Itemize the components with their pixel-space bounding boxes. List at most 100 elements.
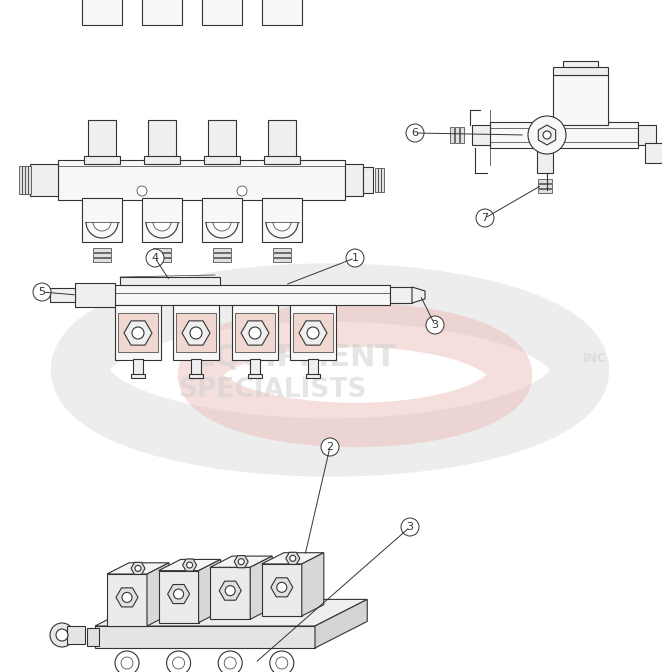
Polygon shape	[116, 588, 138, 607]
Polygon shape	[95, 626, 315, 648]
Circle shape	[528, 116, 566, 154]
Circle shape	[135, 565, 141, 571]
Polygon shape	[271, 578, 293, 597]
Polygon shape	[182, 321, 210, 345]
Polygon shape	[211, 556, 272, 567]
Circle shape	[224, 657, 236, 669]
Circle shape	[277, 583, 287, 592]
Polygon shape	[211, 567, 250, 620]
Bar	[82, 0, 122, 25]
Polygon shape	[159, 559, 220, 571]
Polygon shape	[159, 571, 199, 623]
Bar	[87, 628, 99, 646]
Bar	[93, 248, 111, 252]
Polygon shape	[261, 552, 324, 564]
Bar	[262, 0, 302, 25]
Circle shape	[213, 213, 231, 231]
Bar	[345, 164, 363, 196]
Bar	[273, 258, 291, 262]
Bar	[202, 198, 242, 242]
Circle shape	[543, 131, 551, 139]
Bar	[553, 75, 608, 125]
Bar	[375, 168, 378, 192]
Bar	[563, 61, 598, 67]
Bar	[58, 160, 345, 200]
Bar	[538, 189, 552, 193]
Circle shape	[122, 593, 132, 602]
Circle shape	[86, 206, 118, 238]
Polygon shape	[124, 321, 152, 345]
Bar	[208, 120, 236, 160]
Circle shape	[249, 327, 261, 339]
Bar	[75, 283, 115, 307]
Circle shape	[173, 589, 183, 599]
Bar	[290, 305, 336, 360]
Bar	[273, 248, 291, 252]
Bar	[638, 125, 656, 145]
Bar	[293, 313, 333, 352]
Bar	[153, 253, 171, 257]
Text: EQUIPMENT: EQUIPMENT	[194, 343, 396, 372]
Bar	[50, 288, 75, 302]
Circle shape	[401, 518, 419, 536]
Circle shape	[121, 657, 133, 669]
Circle shape	[476, 209, 494, 227]
Bar	[19, 166, 22, 194]
Bar	[472, 125, 490, 145]
Polygon shape	[131, 562, 145, 575]
Bar	[378, 168, 381, 192]
Bar	[133, 359, 143, 376]
Circle shape	[153, 213, 171, 231]
Circle shape	[50, 623, 74, 647]
Polygon shape	[302, 552, 324, 616]
Bar	[265, 205, 299, 222]
Circle shape	[132, 327, 144, 339]
Bar	[82, 198, 122, 242]
Circle shape	[276, 657, 288, 669]
Bar	[25, 166, 28, 194]
Bar	[67, 626, 85, 644]
Bar	[204, 156, 240, 164]
Circle shape	[290, 555, 296, 561]
Polygon shape	[286, 552, 300, 564]
Polygon shape	[315, 599, 367, 648]
Circle shape	[321, 438, 339, 456]
Circle shape	[307, 327, 319, 339]
Circle shape	[273, 213, 291, 231]
Bar	[268, 120, 296, 160]
Bar	[176, 313, 216, 352]
Text: 7: 7	[481, 213, 489, 223]
Bar	[202, 0, 242, 25]
Bar	[390, 287, 412, 303]
Circle shape	[346, 249, 364, 267]
Circle shape	[190, 327, 202, 339]
Text: 6: 6	[412, 128, 418, 138]
Bar	[363, 167, 373, 193]
Text: 3: 3	[406, 522, 414, 532]
Text: SPECIALISTS: SPECIALISTS	[178, 377, 366, 403]
Bar	[120, 277, 220, 285]
Text: 2: 2	[326, 442, 334, 452]
Bar	[85, 205, 119, 222]
Bar	[118, 313, 158, 352]
Bar	[173, 305, 219, 360]
Polygon shape	[261, 564, 302, 616]
Circle shape	[266, 206, 298, 238]
Bar	[460, 127, 464, 143]
Polygon shape	[538, 125, 555, 145]
Bar	[381, 168, 384, 192]
Circle shape	[426, 316, 444, 334]
Polygon shape	[107, 574, 147, 626]
Circle shape	[33, 283, 51, 301]
Bar	[264, 156, 300, 164]
Text: 1: 1	[352, 253, 359, 263]
Polygon shape	[241, 321, 269, 345]
Polygon shape	[147, 563, 169, 626]
Bar	[93, 258, 111, 262]
Bar	[213, 248, 231, 252]
Bar	[115, 285, 390, 305]
Bar	[538, 184, 552, 188]
Bar	[205, 205, 239, 222]
Bar	[142, 0, 182, 25]
Bar	[273, 253, 291, 257]
